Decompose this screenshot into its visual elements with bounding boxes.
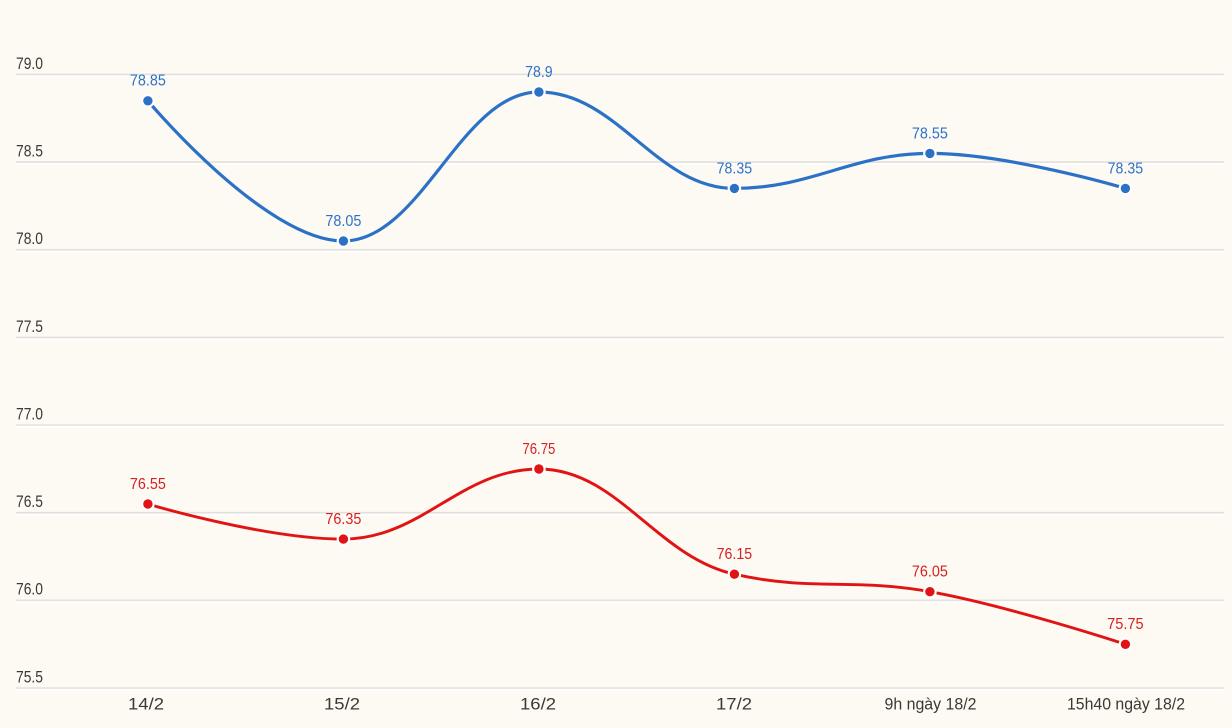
svg-text:77.0: 77.0 bbox=[16, 404, 43, 423]
svg-text:9h ngày 18/2: 9h ngày 18/2 bbox=[885, 695, 977, 714]
svg-text:76.15: 76.15 bbox=[717, 546, 753, 563]
svg-text:75.5: 75.5 bbox=[16, 667, 43, 686]
svg-text:77.5: 77.5 bbox=[16, 317, 43, 336]
svg-text:17/2: 17/2 bbox=[716, 695, 752, 714]
svg-text:78.05: 78.05 bbox=[325, 213, 361, 230]
svg-text:76.75: 76.75 bbox=[522, 441, 555, 458]
svg-text:76.5: 76.5 bbox=[16, 492, 43, 511]
svg-text:75.75: 75.75 bbox=[1107, 616, 1144, 633]
svg-text:78.35: 78.35 bbox=[1108, 160, 1144, 177]
svg-text:78.35: 78.35 bbox=[717, 160, 753, 177]
svg-text:78.0: 78.0 bbox=[16, 229, 43, 248]
svg-text:78.5: 78.5 bbox=[16, 142, 43, 161]
svg-text:78.55: 78.55 bbox=[912, 125, 948, 142]
svg-text:15h40 ngày 18/2: 15h40 ngày 18/2 bbox=[1067, 695, 1185, 714]
svg-text:76.05: 76.05 bbox=[912, 564, 948, 581]
svg-text:14/2: 14/2 bbox=[128, 695, 164, 714]
svg-text:15/2: 15/2 bbox=[324, 695, 360, 714]
svg-text:76.0: 76.0 bbox=[16, 580, 43, 599]
svg-text:78.85: 78.85 bbox=[130, 73, 166, 90]
svg-text:16/2: 16/2 bbox=[520, 695, 556, 714]
svg-text:76.35: 76.35 bbox=[325, 511, 361, 528]
svg-text:78.9: 78.9 bbox=[525, 64, 553, 81]
svg-text:79.0: 79.0 bbox=[16, 54, 43, 73]
svg-text:76.55: 76.55 bbox=[130, 476, 166, 493]
